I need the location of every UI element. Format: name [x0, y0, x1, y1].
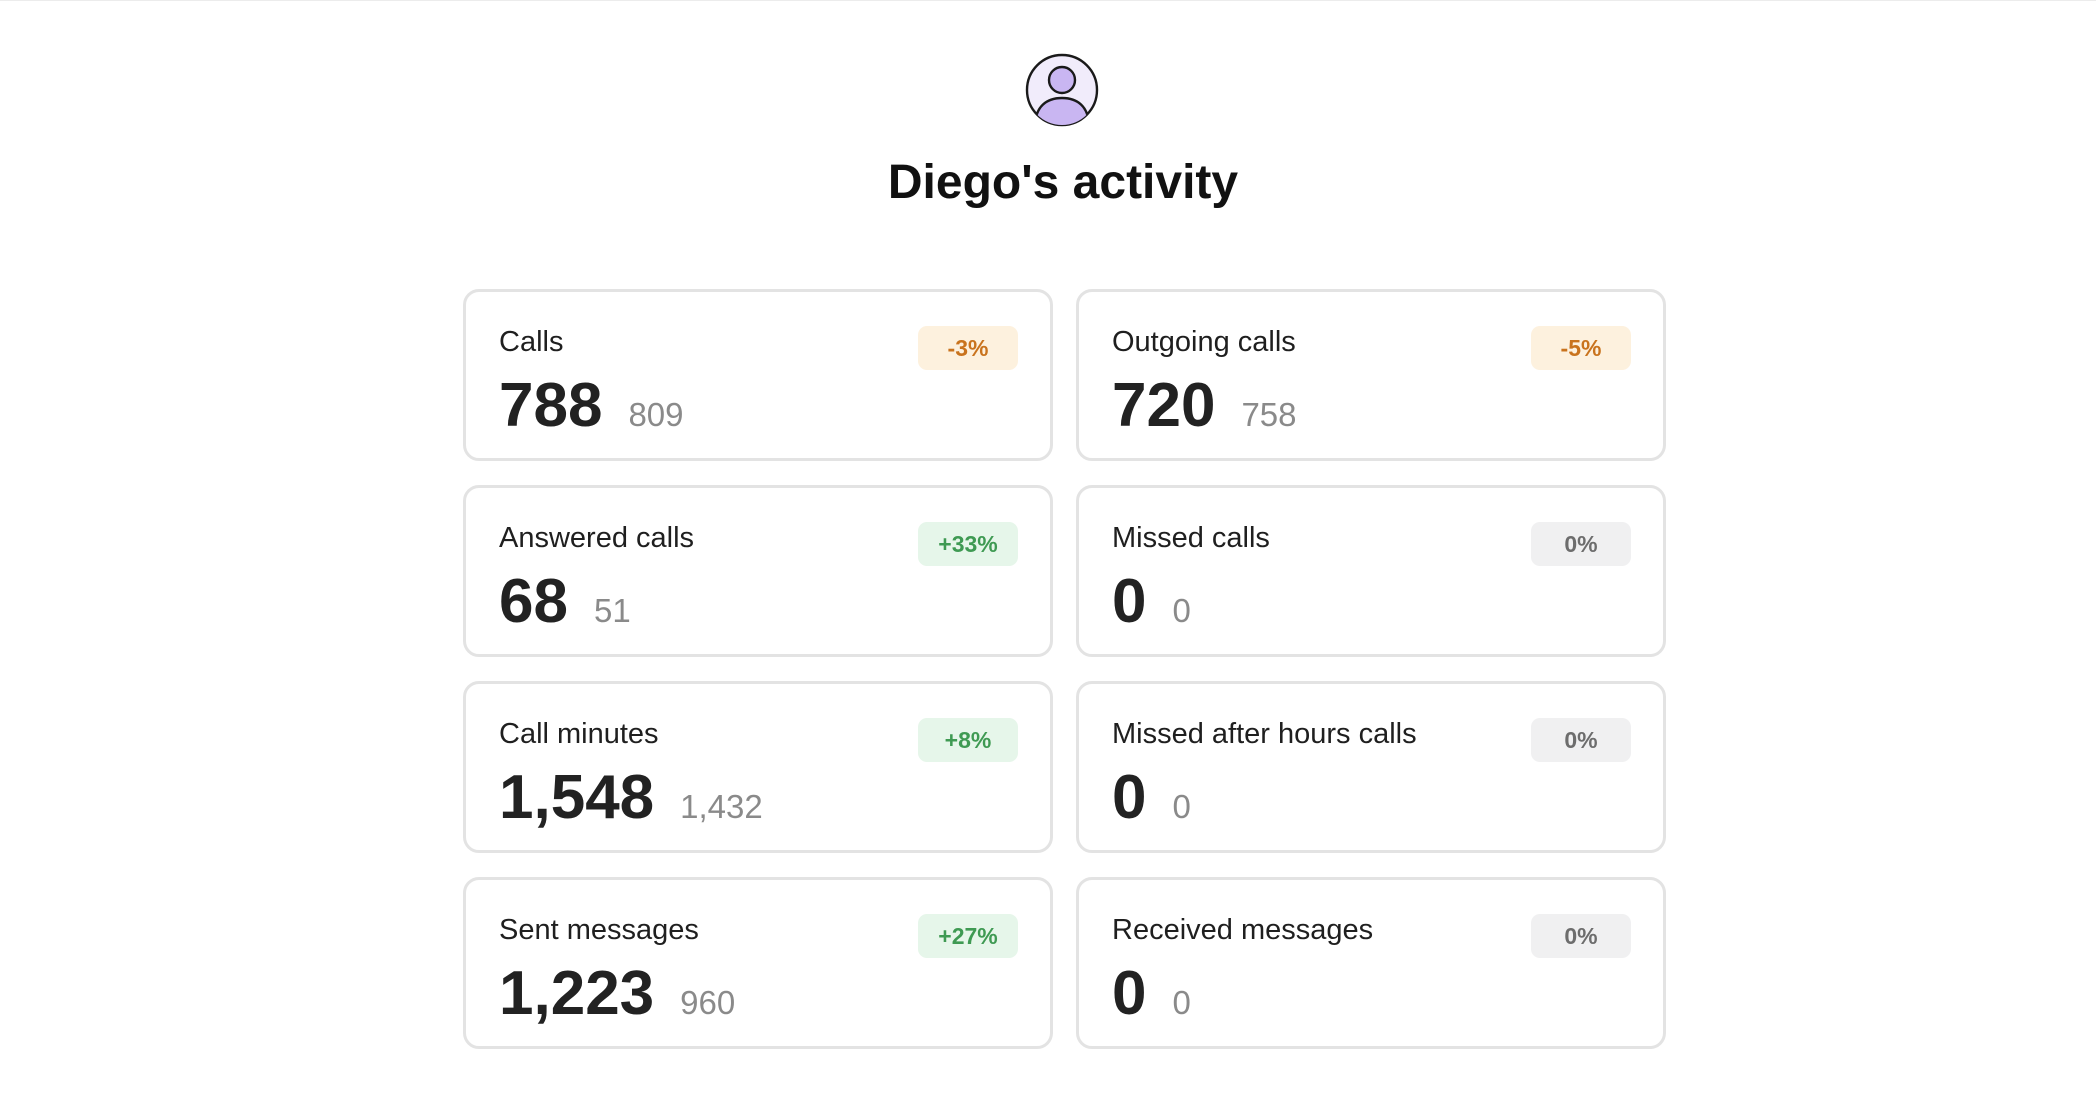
stat-previous-value: 51 [593, 592, 631, 629]
stat-value: 1,548 [499, 763, 655, 832]
stat-card-calls: Calls 788 809 -3% [463, 289, 1053, 461]
stat-previous-value: 0 [1172, 788, 1191, 825]
stat-card-received-messages: Received messages 0 0 0% [1076, 877, 1666, 1049]
change-badge: 0% [1531, 718, 1631, 762]
user-avatar-graphic [1025, 53, 1099, 127]
stat-label: Calls [499, 326, 564, 358]
stat-card-call-minutes: Call minutes 1,548 1,432 +8% [463, 681, 1053, 853]
stat-values: 68 51 [499, 566, 631, 638]
stat-label: Outgoing calls [1112, 326, 1296, 358]
stat-label: Sent messages [499, 914, 699, 946]
stat-label: Received messages [1112, 914, 1374, 946]
change-badge: -5% [1531, 326, 1631, 370]
stat-card-sent-messages: Sent messages 1,223 960 +27% [463, 877, 1053, 1049]
stat-card-answered-calls: Answered calls 68 51 +33% [463, 485, 1053, 657]
stat-card-outgoing-calls: Outgoing calls 720 758 -5% [1076, 289, 1666, 461]
stat-value: 0 [1112, 959, 1147, 1028]
user-avatar-icon [1025, 53, 1099, 127]
stat-previous-value: 960 [680, 984, 736, 1021]
stat-label: Call minutes [499, 718, 659, 750]
change-badge: +8% [918, 718, 1018, 762]
stat-value: 788 [499, 371, 603, 440]
stat-values: 1,223 960 [499, 958, 735, 1030]
stat-values: 0 0 [1112, 566, 1191, 638]
stat-values: 0 0 [1112, 762, 1191, 834]
stat-value: 1,223 [499, 959, 655, 1028]
stat-value: 720 [1112, 371, 1216, 440]
change-badge: 0% [1531, 522, 1631, 566]
stat-values: 788 809 [499, 370, 684, 442]
change-badge: 0% [1531, 914, 1631, 958]
stat-card-missed-after-hours-calls: Missed after hours calls 0 0 0% [1076, 681, 1666, 853]
stat-label: Missed after hours calls [1112, 718, 1417, 750]
change-badge: +33% [918, 522, 1018, 566]
stat-value: 0 [1112, 567, 1147, 636]
stat-values: 720 758 [1112, 370, 1297, 442]
stats-grid: Calls 788 809 -3% Outgoing calls 720 758… [463, 289, 1666, 1049]
stat-card-missed-calls: Missed calls 0 0 0% [1076, 485, 1666, 657]
change-badge: -3% [918, 326, 1018, 370]
stat-previous-value: 809 [628, 396, 684, 433]
stat-values: 0 0 [1112, 958, 1191, 1030]
stat-previous-value: 1,432 [680, 788, 763, 825]
change-badge: +27% [918, 914, 1018, 958]
stat-values: 1,548 1,432 [499, 762, 763, 834]
stat-label: Missed calls [1112, 522, 1270, 554]
stat-previous-value: 0 [1172, 592, 1191, 629]
stat-previous-value: 0 [1172, 984, 1191, 1021]
stat-value: 68 [499, 567, 568, 636]
stat-label: Answered calls [499, 522, 695, 554]
stat-value: 0 [1112, 763, 1147, 832]
page-title: Diego's activity [887, 156, 1239, 209]
stat-previous-value: 758 [1241, 396, 1297, 433]
